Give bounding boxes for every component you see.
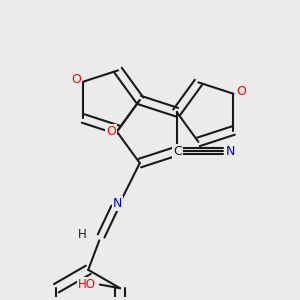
Text: O: O bbox=[236, 85, 246, 98]
Text: C: C bbox=[173, 145, 182, 158]
Text: H: H bbox=[78, 228, 87, 242]
Text: HO: HO bbox=[78, 278, 96, 291]
Text: N: N bbox=[226, 145, 235, 158]
Text: O: O bbox=[71, 74, 81, 86]
Text: N: N bbox=[113, 197, 122, 210]
Text: O: O bbox=[106, 125, 116, 138]
